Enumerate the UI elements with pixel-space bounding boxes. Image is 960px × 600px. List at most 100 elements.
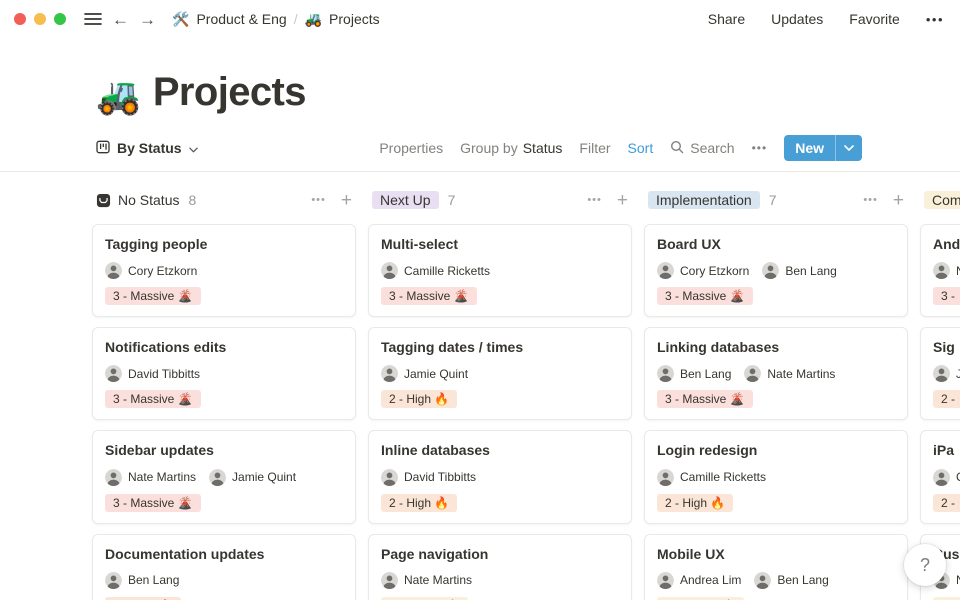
card-title: Notifications edits [105,339,227,356]
kanban-card[interactable]: Mobile UX Andrea Lim Ben Lang 1- Normal … [644,533,908,600]
assignee-name: Ben Lang [785,263,837,278]
kanban-card[interactable]: Linking databases Ben Lang Nate Martins … [644,327,908,421]
assignee-name: David Tibbitts [128,366,201,381]
avatar [933,365,950,383]
share-button[interactable]: Share [707,11,746,27]
group-by-value: Status [522,140,563,156]
avatar [933,468,950,486]
priority-badge: 2 - High 🔥 [381,493,458,512]
card-title: Tagging people [105,236,208,252]
assignee-name: Nate Martins [128,470,197,485]
kanban-card[interactable]: Tagging dates / times Jamie Quint 2 - Hi… [368,327,632,421]
breadcrumb-page[interactable]: Projects [329,11,380,27]
kanban-card[interactable]: Page navigation Nate Martins 1- Normal 🌴 [368,533,632,600]
kanban-card[interactable]: Board UX Cory Etzkorn Ben Lang 3 - Massi… [644,224,908,318]
priority-badge: 1- Normal 🌴 [657,596,744,600]
breadcrumb-workspace[interactable]: Product & Eng [196,11,287,27]
column-add-icon[interactable]: + [616,189,628,211]
assignee-name: Nate Martins [404,573,473,588]
toolbar-more-icon[interactable]: ••• [751,141,768,155]
favorite-button[interactable]: Favorite [849,11,900,27]
new-button-label[interactable]: New [795,140,824,156]
more-options-icon[interactable]: ••• [925,11,944,27]
card-assignees: Ben Lang Nate Martins [657,365,895,383]
forward-arrow-icon[interactable]: → [139,9,156,29]
assignee: Nate Martins [381,571,473,589]
column-more-icon[interactable]: ••• [587,194,602,206]
close-window-button[interactable] [14,13,26,25]
card-title: Board UX [657,236,721,252]
sidebar-menu-icon[interactable] [84,12,102,26]
card-assignees: Jamie Quint [381,365,619,383]
page-icon[interactable]: 🚜 [96,75,141,116]
new-button[interactable]: New [784,135,862,161]
column-add-icon[interactable]: + [892,189,904,211]
updates-button[interactable]: Updates [771,11,824,27]
assignee-name: Nate Martins [767,366,836,381]
properties-button[interactable]: Properties [379,140,444,156]
search-icon [670,140,684,157]
assignee: J [933,365,960,383]
kanban-card[interactable]: Sidebar updates Nate Martins Jamie Quint… [92,430,356,524]
search-button[interactable]: Search [670,140,735,157]
column-status-badge[interactable]: Com [924,191,960,209]
card-assignees: Cory Etzkorn [105,262,343,280]
assignee-name: N [956,264,960,278]
view-name: By Status [117,140,182,156]
assignee-name: Camille Ricketts [680,470,767,485]
avatar [754,571,772,589]
assignee-name: Andrea Lim [680,573,742,588]
card-title: Mobile UX [657,545,725,562]
kanban-card[interactable]: Multi-select Camille Ricketts 3 - Massiv… [368,224,632,318]
view-switcher[interactable]: By Status [96,140,198,157]
page-title[interactable]: Projects [152,70,307,114]
column-add-icon[interactable]: + [340,189,352,211]
kanban-card[interactable]: Login redesign Camille Ricketts 2 - High… [644,430,908,524]
avatar [381,365,398,383]
column-header: Com ••• + [924,189,960,211]
column-status-badge[interactable]: Implementation [648,191,760,209]
minimize-window-button[interactable] [34,13,46,25]
column-title[interactable]: No Status [118,192,180,208]
column-more-icon[interactable]: ••• [863,194,878,206]
card-title: Linking databases [657,339,780,356]
priority-badge: 2 - [933,390,960,409]
avatar [105,468,122,486]
zoom-window-button[interactable] [54,13,66,25]
column-status-badge[interactable]: Next Up [372,191,439,209]
avatar [105,365,122,383]
column-count: 7 [768,192,777,208]
sort-button[interactable]: Sort [627,140,654,156]
back-arrow-icon[interactable]: ← [112,9,129,29]
card-assignees: Nate Martins Jamie Quint [105,468,343,486]
new-dropdown-icon[interactable] [836,135,862,161]
priority-badge: 2 - [933,493,960,512]
assignee: Ben Lang [754,571,829,589]
help-button[interactable]: ? [904,544,946,586]
breadcrumb-separator: / [293,11,298,27]
card-title: And [933,236,960,252]
priority-badge: 1- N [933,596,960,600]
kanban-card[interactable]: Inline databases David Tibbitts 2 - High… [368,430,632,524]
avatar [209,468,227,486]
card-assignees: Camille Ricketts [381,262,619,280]
window-controls [14,13,66,25]
avatar [381,468,398,486]
assignee-name: Camille Ricketts [404,263,491,278]
kanban-card[interactable]: Tagging people Cory Etzkorn 3 - Massive … [92,224,356,318]
assignee: Cory Etzkorn [657,262,749,280]
kanban-card[interactable]: Notifications edits David Tibbitts 3 - M… [92,327,356,421]
priority-badge: 3 - Massive 🌋 [105,493,201,512]
priority-badge: 2 - High 🔥 [657,493,734,512]
assignee: Ben Lang [105,571,180,589]
column-more-icon[interactable]: ••• [311,194,326,206]
group-by-button[interactable]: Group by Status [460,140,562,156]
assignee-name: J [956,366,960,381]
assignee-name: Ben Lang [128,573,180,588]
kanban-card[interactable]: And N 3 - [920,224,960,318]
kanban-card[interactable]: Sig J 2 - [920,327,960,421]
column-header: Next Up 7 ••• + [372,189,632,211]
filter-button[interactable]: Filter [579,140,611,156]
kanban-card[interactable]: iPa C 2 - [920,430,960,524]
kanban-card[interactable]: Documentation updates Ben Lang 2 - High … [92,533,356,600]
